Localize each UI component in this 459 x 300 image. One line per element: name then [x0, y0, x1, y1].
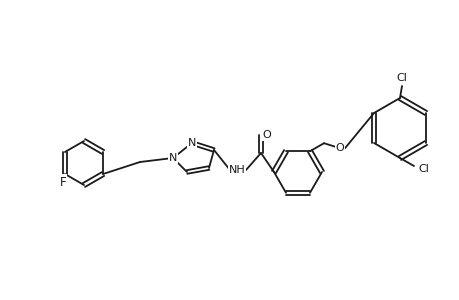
Text: O: O — [335, 143, 344, 153]
Text: N: N — [187, 138, 196, 148]
Text: Cl: Cl — [418, 164, 429, 174]
Text: N: N — [168, 153, 177, 163]
Text: NH: NH — [228, 165, 245, 175]
Text: O: O — [262, 130, 271, 140]
Text: Cl: Cl — [396, 73, 407, 83]
Text: F: F — [60, 176, 66, 188]
